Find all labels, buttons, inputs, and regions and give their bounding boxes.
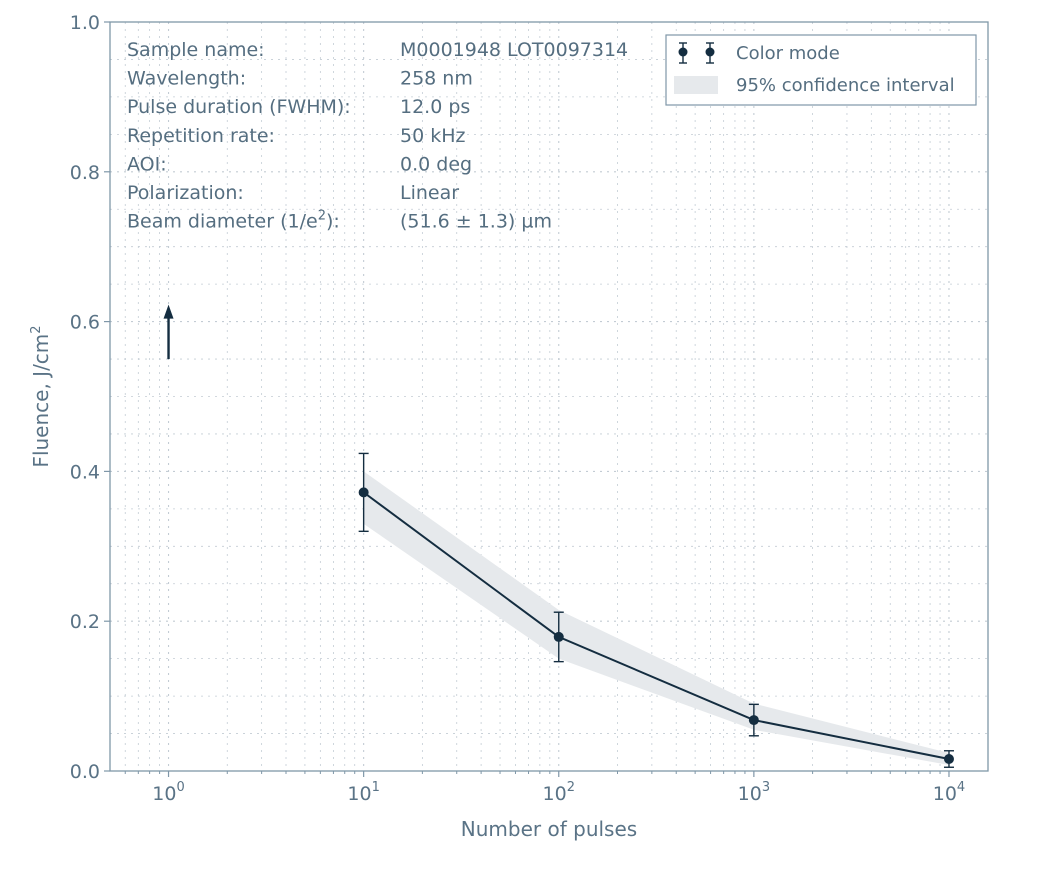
info-value: 0.0 deg — [400, 153, 472, 175]
x-tick-exponent: 0 — [176, 780, 184, 795]
info-label: AOI: — [127, 153, 167, 175]
info-value: 12.0 ps — [400, 96, 470, 118]
x-tick-base: 10 — [152, 783, 176, 805]
series-layer — [163, 304, 954, 768]
y-axis-label: Fluence, J/cm2 — [29, 325, 53, 467]
x-tick-label: 100 — [152, 780, 184, 805]
legend: Color mode 95% confidence interval — [665, 34, 977, 106]
x-tick-label: 102 — [543, 780, 575, 805]
x-tick-label: 104 — [933, 780, 965, 805]
data-point — [553, 631, 564, 642]
x-tick-base: 10 — [347, 783, 371, 805]
y-tick-label: 0.6 — [70, 312, 100, 334]
legend-band-swatch — [674, 76, 718, 94]
y-tick-label: 1.0 — [70, 12, 100, 34]
data-point — [358, 487, 369, 498]
info-value: 50 kHz — [400, 125, 466, 147]
info-label-tail: ): — [326, 211, 340, 233]
confidence-band — [363, 471, 949, 766]
data-point — [748, 715, 759, 726]
legend-point-icon — [705, 47, 715, 57]
info-label: Beam diameter (1/e2): — [127, 209, 340, 233]
info-panel: Sample name: M0001948 LOT0097314 Wavelengt… — [127, 39, 628, 233]
y-tick-label: 0.4 — [70, 461, 100, 483]
y-axis-label-superscript: 2 — [29, 325, 44, 333]
info-label-main: Beam diameter (1/e — [127, 211, 318, 233]
y-tick-label: 0.0 — [70, 761, 100, 783]
x-tick-exponent: 3 — [762, 780, 770, 795]
y-tick-label: 0.8 — [70, 162, 100, 184]
info-value: Linear — [400, 182, 459, 204]
legend-label-color-mode: Color mode — [736, 43, 840, 64]
info-label: Wavelength: — [127, 68, 246, 90]
info-value: (51.6 ± 1.3) µm — [400, 211, 552, 233]
info-label: Polarization: — [127, 182, 244, 204]
series-line — [363, 491, 950, 760]
confidence-band-layer — [363, 471, 949, 766]
x-tick-base: 10 — [933, 783, 957, 805]
lower-bound-arrow-head — [163, 304, 174, 319]
data-point — [943, 754, 954, 765]
grid — [110, 21, 988, 772]
info-label: Repetition rate: — [127, 125, 275, 147]
x-tick-base: 10 — [543, 783, 567, 805]
legend-point-icon — [678, 47, 688, 57]
x-tick-exponent: 4 — [957, 780, 965, 795]
x-tick-exponent: 1 — [372, 780, 380, 795]
x-tick-label: 103 — [738, 780, 770, 805]
y-axis-label-main: Fluence, J/cm — [29, 334, 53, 468]
y-tick-label: 0.2 — [70, 611, 100, 633]
x-tick-label: 101 — [347, 780, 379, 805]
info-label: Pulse duration (FWHM): — [127, 96, 351, 118]
info-value: M0001948 LOT0097314 — [400, 39, 628, 61]
plot-frame — [109, 21, 989, 772]
x-tick-base: 10 — [738, 783, 762, 805]
info-value: 258 nm — [400, 68, 473, 90]
legend-label-confidence: 95% confidence interval — [736, 75, 955, 96]
info-label: Sample name: — [127, 39, 265, 61]
x-tick-exponent: 2 — [567, 780, 575, 795]
x-axis-label: Number of pulses — [461, 817, 637, 841]
info-label-superscript: 2 — [318, 209, 326, 224]
